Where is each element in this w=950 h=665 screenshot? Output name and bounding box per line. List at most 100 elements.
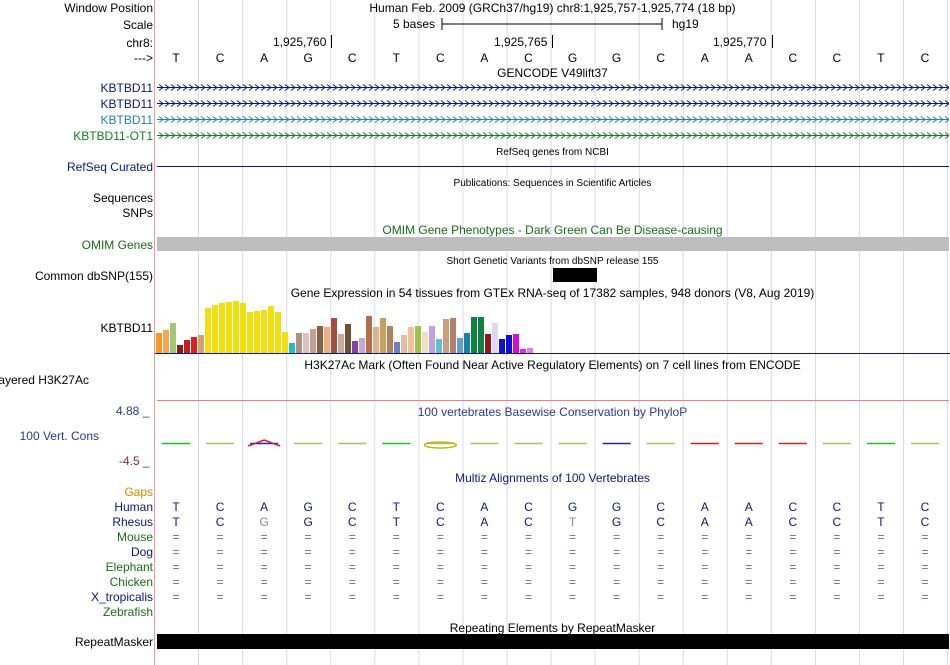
gtex-tissue-bar[interactable] — [366, 316, 372, 353]
gtex-tissue-bar[interactable] — [513, 334, 519, 353]
omim-label[interactable]: OMIM Genes — [81, 238, 153, 252]
gtex-tissue-bar[interactable] — [380, 318, 386, 353]
gtex-tissue-bar[interactable] — [520, 349, 526, 353]
multiz-species-label[interactable]: X_tropicalis — [90, 590, 153, 604]
gtex-tissue-bar[interactable] — [506, 335, 512, 353]
gtex-tissue-bar[interactable] — [394, 342, 400, 353]
gtex-tissue-bar[interactable] — [163, 330, 169, 353]
gtex-tissue-bar[interactable] — [373, 327, 379, 353]
gtex-tissue-bar[interactable] — [226, 302, 232, 353]
gencode-gene-label[interactable]: KBTBD11 — [100, 81, 153, 95]
gtex-tissue-bar[interactable] — [205, 308, 211, 353]
multiz-base: = — [701, 530, 709, 544]
gtex-tissue-bar[interactable] — [443, 319, 449, 353]
gtex-tissue-bar[interactable] — [198, 335, 204, 353]
gtex-tissue-bar[interactable] — [296, 333, 302, 353]
gtex-tissue-bar[interactable] — [478, 317, 484, 353]
multiz-gaps-label[interactable]: Gaps — [124, 485, 153, 499]
gtex-tissue-bar[interactable] — [212, 305, 218, 353]
multiz-base: = — [480, 530, 488, 544]
gencode-transcript[interactable] — [157, 116, 949, 123]
gtex-tissue-bar[interactable] — [170, 323, 176, 353]
gtex-tissue-bar[interactable] — [275, 312, 281, 353]
gtex-tissue-bar[interactable] — [177, 345, 183, 353]
gtex-tissue-bar[interactable] — [156, 333, 162, 353]
gtex-tissue-bar[interactable] — [527, 348, 533, 353]
repeatmasker-label[interactable]: RepeatMasker — [74, 635, 153, 649]
dbsnp-variant[interactable] — [553, 268, 597, 282]
gtex-tissue-bar[interactable] — [254, 311, 260, 353]
publications-sequences-label[interactable]: Sequences — [92, 191, 153, 205]
gtex-tissue-bar[interactable] — [415, 326, 421, 353]
multiz-species-label[interactable]: Human — [114, 500, 153, 514]
phylop-conservation-plot[interactable] — [157, 432, 949, 456]
gtex-tissue-bar[interactable] — [457, 338, 463, 353]
multiz-base: = — [789, 575, 797, 589]
multiz-base: = — [348, 560, 356, 574]
multiz-species-label[interactable]: Elephant — [105, 560, 153, 574]
phylop-label[interactable]: 100 Vert. Cons — [19, 429, 99, 443]
multiz-base: = — [569, 545, 577, 559]
ruler-tick-3: 1,925,770 — [713, 35, 767, 49]
gtex-tissue-bar[interactable] — [282, 332, 288, 353]
gtex-tissue-bar[interactable] — [317, 326, 323, 353]
multiz-base: = — [348, 575, 356, 589]
gtex-tissue-bar[interactable] — [324, 327, 330, 353]
multiz-base: A — [744, 500, 753, 514]
multiz-species-label[interactable]: Chicken — [109, 575, 153, 589]
repeatmasker-feature-bar[interactable] — [157, 634, 949, 649]
gtex-tissue-bar[interactable] — [471, 317, 477, 353]
refseq-label[interactable]: RefSeq Curated — [66, 160, 153, 174]
gtex-tissue-bar[interactable] — [338, 334, 344, 353]
gtex-tissue-bar[interactable] — [261, 310, 267, 353]
multiz-base: = — [921, 545, 929, 559]
omim-feature-bar[interactable] — [157, 237, 949, 251]
gtex-tissue-bar[interactable] — [289, 343, 295, 353]
gencode-gene-label[interactable]: KBTBD11 — [100, 113, 153, 127]
gtex-tissue-bar[interactable] — [191, 337, 197, 353]
gtex-tissue-bar[interactable] — [499, 339, 505, 353]
gtex-expression-chart[interactable] — [155, 298, 950, 354]
gencode-transcript[interactable] — [157, 84, 949, 91]
gencode-transcript[interactable] — [157, 132, 949, 139]
h3k27ac-label[interactable]: Layered H3K27Ac — [0, 373, 89, 387]
gtex-tissue-bar[interactable] — [184, 340, 190, 353]
dbsnp-label[interactable]: Common dbSNP(155) — [34, 269, 153, 283]
gtex-tissue-bar[interactable] — [359, 338, 365, 353]
multiz-species-label[interactable]: Rhesus — [112, 515, 153, 529]
multiz-species-label[interactable]: Dog — [130, 545, 153, 559]
gencode-transcript[interactable] — [157, 100, 949, 107]
gencode-transcripts[interactable] — [157, 80, 949, 144]
gtex-label[interactable]: KBTBD11 — [100, 321, 153, 335]
gtex-tissue-bar[interactable] — [408, 327, 414, 353]
gtex-tissue-bar[interactable] — [331, 318, 337, 353]
gtex-tissue-bar[interactable] — [352, 341, 358, 353]
multiz-base: C — [347, 515, 357, 529]
multiz-base: = — [216, 560, 224, 574]
publications-snps-label[interactable]: SNPs — [122, 206, 153, 220]
gtex-tissue-bar[interactable] — [422, 332, 428, 353]
gtex-tissue-bar[interactable] — [429, 326, 435, 353]
gtex-tissue-bar[interactable] — [450, 318, 456, 353]
gtex-tissue-bar[interactable] — [345, 324, 351, 353]
multiz-base: C — [788, 515, 798, 529]
refseq-transcript-line[interactable] — [157, 166, 949, 167]
gtex-tissue-bar[interactable] — [485, 334, 491, 353]
gtex-tissue-bar[interactable] — [436, 339, 442, 353]
gtex-tissue-bar[interactable] — [233, 301, 239, 353]
gtex-tissue-bar[interactable] — [464, 333, 470, 353]
gtex-tissue-bar[interactable] — [387, 326, 393, 353]
gtex-tissue-bar[interactable] — [219, 303, 225, 353]
gtex-tissue-bar[interactable] — [247, 312, 253, 353]
gencode-gene-label[interactable]: KBTBD11 — [100, 97, 153, 111]
gtex-tissue-bar[interactable] — [401, 335, 407, 353]
gtex-tissue-bar[interactable] — [310, 329, 316, 353]
gtex-tissue-bar[interactable] — [268, 306, 274, 353]
multiz-base: = — [569, 530, 577, 544]
gtex-tissue-bar[interactable] — [492, 323, 498, 353]
multiz-species-label[interactable]: Zebrafish — [102, 605, 153, 619]
multiz-species-label[interactable]: Mouse — [116, 530, 153, 544]
gtex-tissue-bar[interactable] — [303, 333, 309, 353]
gtex-tissue-bar[interactable] — [240, 303, 246, 353]
gencode-gene-label[interactable]: KBTBD11-OT1 — [73, 129, 153, 143]
